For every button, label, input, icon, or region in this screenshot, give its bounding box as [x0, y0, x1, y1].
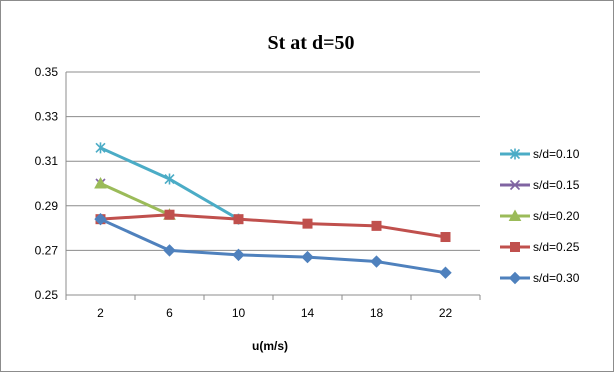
data-point-series-1 — [164, 173, 175, 185]
x-tick-label: 2 — [97, 306, 104, 320]
y-tick-label: 0.29 — [35, 199, 59, 213]
x-tick-label: 6 — [166, 306, 173, 320]
legend-marker-2 — [509, 179, 521, 191]
x-axis-title: u(m/s) — [252, 339, 288, 353]
data-point-series-5 — [370, 255, 383, 268]
data-point-series-5 — [301, 250, 314, 264]
series-line-4 — [100, 213, 446, 239]
data-point-series-4 — [302, 218, 313, 229]
data-point-series-4 — [164, 209, 175, 220]
data-point-series-4 — [233, 214, 244, 225]
data-point-series-5 — [439, 266, 452, 279]
legend-label-5: s/d=0.30 — [533, 271, 580, 285]
legend-marker-1 — [509, 148, 521, 160]
data-point-series-4 — [440, 232, 451, 243]
data-point-series-5 — [163, 244, 176, 257]
data-point-series-3 — [94, 176, 107, 189]
series-line-3 — [99, 182, 171, 217]
legend-marker-5 — [508, 271, 522, 285]
data-point-series-4 — [371, 220, 382, 231]
legend-label-2: s/d=0.15 — [533, 178, 580, 192]
legend-marker-3 — [508, 209, 522, 221]
data-point-series-5 — [232, 248, 245, 262]
x-tick-label: 14 — [301, 306, 315, 320]
y-tick-label: 0.35 — [35, 65, 59, 79]
y-tick-label: 0.25 — [35, 288, 59, 302]
data-point-series-1 — [95, 142, 106, 154]
data-point-series-5 — [94, 212, 107, 226]
chart-title: St at d=50 — [268, 32, 355, 54]
y-tick-label: 0.31 — [35, 154, 59, 168]
legend-marker-4 — [510, 242, 520, 252]
legend-label-3: s/d=0.20 — [533, 209, 580, 223]
legend-label-4: s/d=0.25 — [533, 240, 580, 254]
legend-label-1: s/d=0.10 — [533, 147, 580, 161]
x-tick-label: 18 — [370, 306, 384, 320]
y-tick-label: 0.33 — [35, 110, 59, 124]
x-tick-label: 22 — [439, 306, 453, 320]
x-tick-label: 10 — [232, 306, 246, 320]
y-tick-label: 0.27 — [35, 243, 59, 257]
series-line-5 — [99, 217, 446, 275]
